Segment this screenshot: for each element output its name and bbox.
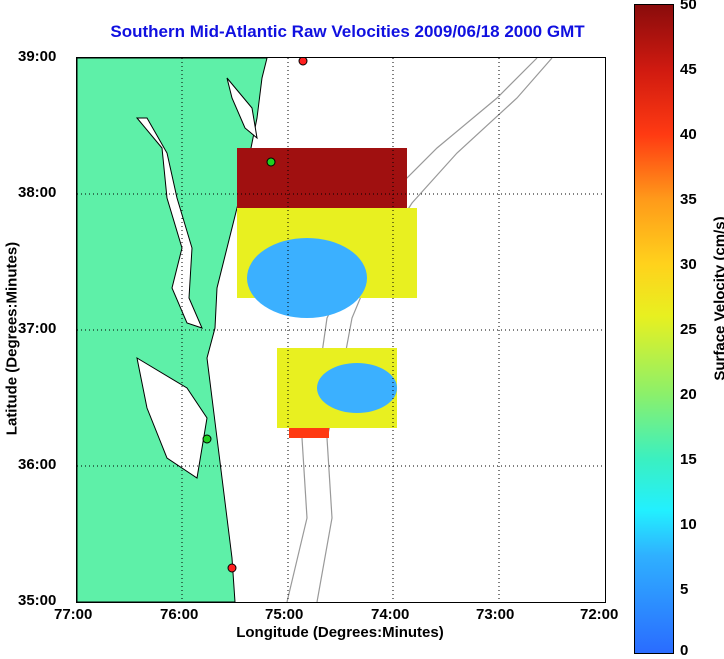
station-marker (266, 157, 276, 167)
colorbar-tick: 5 (680, 581, 689, 598)
station-marker (202, 434, 212, 444)
x-tick: 74:00 (371, 606, 410, 623)
grid-lines (77, 58, 605, 602)
delaware-bay (226, 77, 258, 140)
x-tick: 73:00 (476, 606, 515, 623)
x-tick: 75:00 (265, 606, 304, 623)
velocity-patch (237, 148, 407, 208)
velocity-patch (317, 363, 397, 413)
y-tick: 38:00 (18, 184, 57, 201)
colorbar-tick: 0 (680, 642, 689, 659)
colorbar-tick: 15 (680, 451, 697, 468)
map-canvas (77, 58, 605, 602)
colorbar-tick: 10 (680, 516, 697, 533)
colorbar-tick: 45 (680, 61, 697, 78)
sound (136, 356, 208, 479)
map-title: Southern Mid-Atlantic Raw Velocities 200… (110, 22, 585, 41)
colorbar-tick: 50 (680, 0, 697, 13)
x-axis-label: Longitude (Degrees:Minutes) (236, 624, 444, 641)
colorbar-label: Surface Velocity (cm/s) (711, 216, 724, 381)
x-tick: 76:00 (160, 606, 199, 623)
y-tick: 35:00 (18, 592, 57, 609)
colorbar-tick: 35 (680, 191, 697, 208)
y-tick: 39:00 (18, 48, 57, 65)
station-marker (227, 563, 237, 573)
velocity-patch (289, 428, 329, 438)
y-tick: 37:00 (18, 320, 57, 337)
y-tick: 36:00 (18, 456, 57, 473)
chesapeake-bay (135, 117, 203, 329)
bathymetry-contour (316, 58, 553, 602)
colorbar (634, 4, 674, 654)
station-marker (298, 58, 308, 66)
colorbar-tick: 20 (680, 386, 697, 403)
y-axis-label: Latitude (Degrees:Minutes) (3, 241, 21, 436)
colorbar-tick: 25 (680, 321, 697, 338)
x-tick: 77:00 (54, 606, 93, 623)
map-plot-area (76, 57, 606, 603)
colorbar-tick: 30 (680, 256, 697, 273)
x-tick: 72:00 (580, 606, 619, 623)
colorbar-tick: 40 (680, 126, 697, 143)
velocity-patch (247, 238, 367, 318)
